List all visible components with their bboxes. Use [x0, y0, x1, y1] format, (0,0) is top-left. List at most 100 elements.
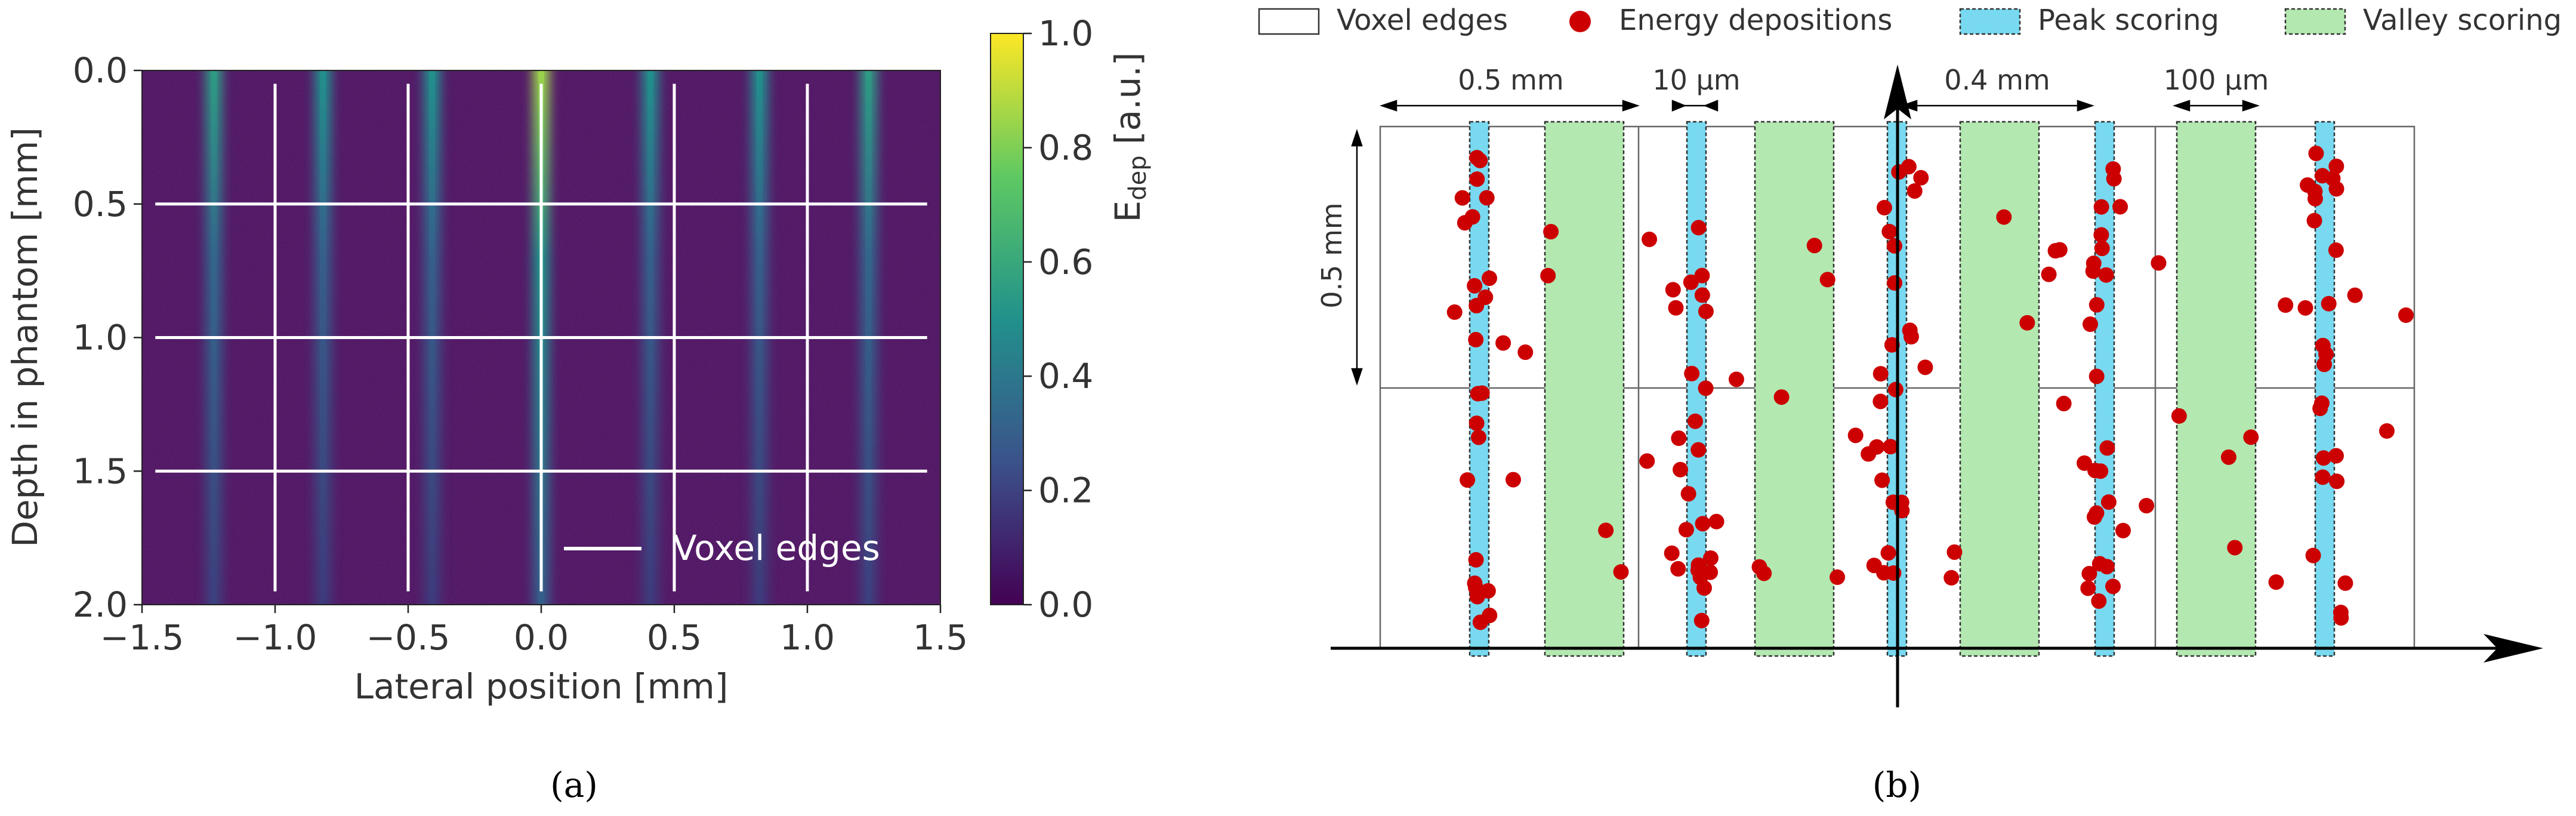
legend-box-peak-scoring	[1959, 8, 2021, 35]
energy-deposition-dot	[1665, 282, 1681, 298]
colorbar-tick-label: 0.8	[1038, 127, 1093, 168]
energy-deposition-dot	[1454, 190, 1470, 206]
energy-deposition-dot	[2316, 450, 2332, 466]
dim-arrowhead	[1380, 100, 1397, 112]
energy-deposition-dot	[2379, 423, 2395, 439]
energy-deposition-dot	[2099, 440, 2115, 456]
legend-label-peak-scoring: Peak scoring	[2038, 4, 2219, 37]
energy-deposition-dot	[1684, 365, 1700, 381]
energy-deposition-dot	[1881, 223, 1898, 239]
energy-deposition-dot	[2085, 263, 2101, 279]
panel-b-schematic: Voxel edges Energy depositions Peak scor…	[1258, 4, 2562, 805]
energy-deposition-dot	[1887, 381, 1904, 398]
legend-label-voxel-edges-b: Voxel edges	[1337, 4, 1508, 37]
energy-deposition-dot	[2347, 287, 2363, 303]
caption-b: (b)	[1872, 765, 1921, 805]
y-tick-label: 2.0	[73, 584, 128, 625]
energy-deposition-dot	[1678, 522, 1694, 538]
energy-deposition-dot	[2398, 307, 2414, 323]
y-tick-label: 0.5	[73, 184, 128, 224]
energy-deposition-dot	[1702, 550, 1719, 566]
energy-deposition-dot	[1903, 329, 1919, 345]
energy-deposition-dot	[2106, 171, 2122, 187]
energy-deposition-dot	[2081, 566, 2097, 582]
energy-deposition-dot	[1861, 446, 1877, 462]
energy-deposition-dot	[1468, 552, 1484, 568]
energy-deposition-dot	[1472, 614, 1488, 630]
energy-deposition-dot	[1887, 275, 1903, 291]
energy-deposition-dot	[1874, 472, 1890, 488]
energy-deposition-dot	[1946, 544, 1963, 560]
energy-deposition-dot	[2318, 346, 2334, 362]
colorbar-tick-label: 0.4	[1038, 356, 1093, 396]
colorbar-tick-label: 0.0	[1038, 584, 1093, 625]
voxel-edge-lines	[155, 84, 927, 592]
colorbar-label-main: E	[1107, 201, 1148, 223]
heatmap-legend: Voxel edges	[564, 528, 880, 568]
energy-deposition-dot	[1906, 183, 1923, 199]
energy-deposition-dot	[1479, 190, 1495, 206]
energy-deposition-dot	[2099, 559, 2115, 575]
energy-deposition-dot	[2315, 469, 2331, 485]
energy-deposition-dot	[1474, 385, 1490, 401]
colorbar-label-sub: dep	[1124, 155, 1152, 200]
colorbar-ticks: 0.0 0.2 0.4 0.6 0.8 1.0	[1023, 13, 1093, 625]
legend-box-voxel-edges	[1258, 8, 1320, 35]
x-tick-label: 0.5	[647, 617, 702, 658]
y-tick-label: 1.5	[73, 451, 128, 491]
energy-deposition-dot	[1695, 516, 1711, 532]
energy-deposition-dot	[2139, 498, 2155, 514]
energy-deposition-dot	[1996, 209, 2012, 225]
energy-deposition-dot	[1613, 564, 1629, 580]
schematic-axes	[1331, 64, 2543, 707]
energy-deposition-dot	[2171, 408, 2187, 424]
energy-deposition-dot	[2306, 213, 2322, 229]
energy-deposition-dot	[1872, 366, 1889, 382]
label-voxel-height: 0.5 mm	[1316, 202, 1348, 308]
energy-deposition-dot	[2083, 316, 2099, 332]
energy-deposition-dot	[1690, 557, 1707, 573]
energy-deposition-dot	[2041, 266, 2057, 282]
energy-deposition-dot	[2105, 578, 2121, 595]
energy-deposition-dot	[2227, 540, 2243, 556]
label-voxel-width: 0.5 mm	[1458, 64, 1563, 96]
energy-deposition-dot	[1482, 270, 1498, 287]
y-tick-label: 1.0	[73, 318, 128, 358]
energy-deposition-dot	[2088, 368, 2105, 384]
energy-deposition-dot	[1917, 359, 1933, 375]
energy-deposition-dot	[2094, 241, 2110, 257]
energy-deposition-dot	[1495, 335, 1511, 351]
energy-deposition-dot	[2086, 509, 2102, 525]
energy-deposition-dot	[1872, 393, 1889, 409]
energy-deposition-dot	[2093, 227, 2109, 243]
energy-deposition-dot	[1913, 170, 1929, 186]
dim-arrowhead	[2173, 100, 2191, 112]
valley-scoring-region	[1959, 121, 2040, 657]
energy-deposition-dot	[2297, 300, 2313, 316]
legend-label-valley-scoring: Valley scoring	[2363, 4, 2562, 37]
energy-deposition-dot	[1506, 472, 1522, 488]
energy-deposition-dot	[2091, 593, 2107, 609]
energy-deposition-dot	[1671, 430, 1687, 447]
colorbar-tick-label: 1.0	[1038, 13, 1093, 54]
y-axis-label: Depth in phantom [mm]	[5, 127, 45, 547]
dim-arrowhead	[2077, 100, 2094, 112]
energy-deposition-dot	[2056, 396, 2072, 412]
energy-deposition-dot	[2088, 297, 2105, 313]
energy-deposition-dot	[2328, 448, 2344, 464]
energy-deposition-dot	[1696, 580, 1713, 596]
energy-deposition-dot	[2329, 473, 2345, 489]
energy-deposition-dot	[1876, 199, 1892, 215]
energy-deposition-dot	[2337, 575, 2353, 591]
energy-deposition-dot	[2087, 463, 2103, 479]
caption-a: (a)	[550, 765, 598, 805]
energy-deposition-dot	[2278, 297, 2294, 313]
energy-deposition-dot	[2333, 604, 2349, 620]
energy-deposition-dot	[1694, 267, 1710, 284]
energy-deposition-dot	[1472, 152, 1488, 168]
y-tick-label: 0.0	[73, 50, 128, 91]
legend-label-voxel-edges: Voxel edges	[673, 528, 880, 568]
energy-deposition-dot	[2115, 522, 2131, 538]
x-tick-label: −1.5	[100, 617, 184, 658]
energy-deposition-dot	[2305, 547, 2321, 563]
